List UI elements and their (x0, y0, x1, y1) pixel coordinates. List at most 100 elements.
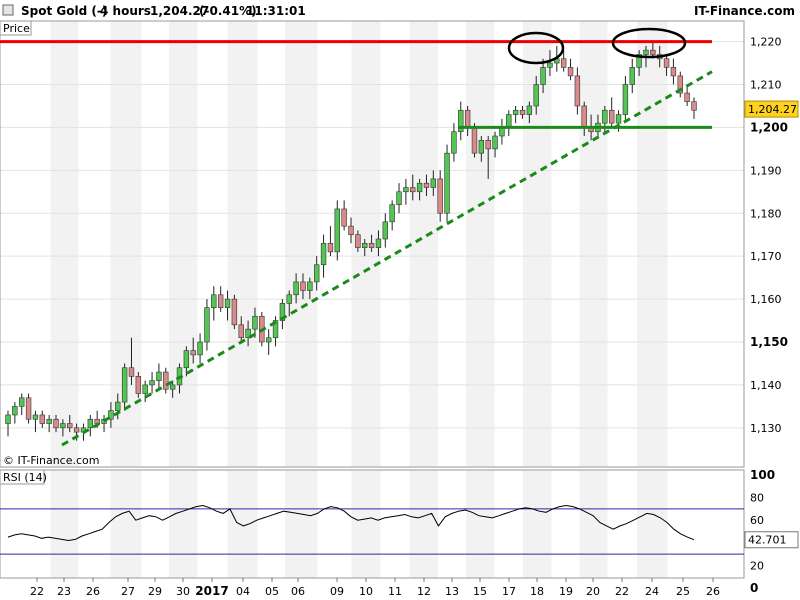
timeframe-label: 4 hours (100, 4, 151, 18)
candle-body (128, 367, 135, 377)
day-band (169, 21, 198, 467)
time-axis-label: 13 (445, 585, 459, 598)
day-band (409, 470, 438, 578)
rsi-panel: RSI (14) 10080604020042.701 (0, 468, 799, 595)
price-axis-label: 1,200 (750, 120, 788, 134)
time-axis-label: 19 (559, 585, 573, 598)
candle-body (231, 298, 238, 326)
candle-body (135, 376, 142, 394)
current-price: 1,204.27 (150, 4, 209, 18)
candle-body (197, 341, 203, 356)
day-band (409, 21, 438, 467)
candle-body (265, 337, 272, 343)
rsi-axis-label: 0 (750, 581, 758, 595)
candle-body (190, 350, 196, 356)
candle-body (423, 182, 430, 188)
time-axis-label: 24 (645, 585, 659, 598)
price-axis-label: 1,180 (750, 207, 782, 220)
candle-body (25, 397, 32, 420)
candle-body (471, 127, 478, 154)
price-axis-label: 1,160 (750, 293, 782, 306)
candle-body (663, 58, 670, 68)
time-axis-label: 06 (291, 585, 305, 598)
time-axis-label: 29 (148, 585, 162, 598)
time-axis-label: 26 (86, 585, 100, 598)
candle-body (430, 178, 437, 188)
candle-body (416, 182, 423, 193)
candle-body (458, 109, 464, 133)
candle-body (691, 101, 697, 111)
watermark: © IT-Finance.com (3, 454, 100, 467)
candle-body (334, 208, 340, 253)
time-axis-label: 25 (676, 585, 690, 598)
candle-body (643, 49, 649, 55)
time-axis-label: 12 (417, 585, 431, 598)
candle-body (485, 139, 491, 150)
candle-body (108, 410, 114, 420)
candle-body (355, 234, 361, 248)
rsi-last-value-label: 42.701 (748, 534, 787, 547)
brand-name[interactable]: IT-Finance.com (694, 4, 795, 18)
candle-body (650, 49, 656, 55)
candle-body (32, 414, 39, 420)
price-axis-label: 1,220 (750, 36, 782, 49)
candle-body (506, 114, 512, 128)
time-axis-label: 10 (359, 585, 373, 598)
candle-body (464, 109, 471, 128)
candle-body (149, 380, 155, 386)
time-axis-label: 18 (530, 585, 544, 598)
day-band (523, 470, 552, 578)
candle-body (608, 109, 615, 124)
day-band (227, 470, 258, 578)
time-axis-label: 22 (30, 585, 44, 598)
candle-body (121, 367, 128, 403)
candle-body (307, 281, 313, 291)
candle-body (444, 152, 450, 214)
time-axis-label: 04 (236, 585, 250, 598)
price-axis-label: 1,210 (750, 79, 782, 92)
price-axis-label: 1,140 (750, 379, 782, 392)
candle-body (492, 135, 498, 150)
candle-body (375, 238, 382, 248)
candle-body (73, 427, 80, 433)
day-band (637, 21, 668, 467)
candle-body (437, 178, 443, 214)
trend-line (61, 70, 713, 447)
day-band (169, 470, 198, 578)
time-axis: 22 23 26 27 29 30 2017 04 05 06 09 10 11 12 13 15 17 18 19… (30, 578, 720, 598)
candle-body (252, 315, 258, 330)
candle-body (46, 418, 52, 424)
candle-body (217, 294, 224, 308)
chart-menu-icon[interactable] (2, 4, 14, 16)
price-panel: Price © IT-Finance.com 1,130 1,140 1,150 1,… (0, 20, 799, 468)
price-axis-label: 1,190 (750, 164, 782, 177)
candle-body (272, 320, 279, 339)
candle-body (53, 418, 59, 429)
candle-body (581, 105, 587, 128)
candle-body (19, 397, 25, 407)
candle-body (5, 414, 11, 424)
clock-time: 11:31:01 (246, 4, 306, 18)
candle-body (362, 242, 368, 248)
candle-body (348, 225, 354, 236)
candle-body (540, 67, 546, 85)
candle-body (670, 67, 677, 77)
rsi-panel-label: RSI (14) (3, 471, 47, 484)
candle-body (60, 423, 66, 429)
time-axis-label: 30 (176, 585, 190, 598)
time-axis-label: 2017 (195, 584, 228, 598)
candle-body (451, 131, 457, 154)
day-band (110, 470, 142, 578)
candle-body (478, 139, 485, 154)
candle-body (519, 109, 526, 115)
candle-body (300, 281, 306, 291)
candle-body (574, 75, 581, 107)
day-band (227, 21, 258, 467)
candle-body (547, 62, 553, 68)
candle-body (512, 109, 519, 115)
candle-body (163, 371, 169, 390)
candle-body (87, 418, 94, 429)
day-band (466, 21, 495, 467)
instrument-name: Spot Gold (-) (21, 4, 107, 18)
